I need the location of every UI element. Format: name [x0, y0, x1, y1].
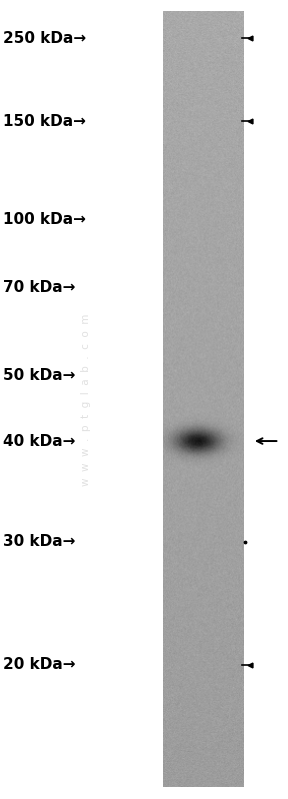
- Text: 50 kDa→: 50 kDa→: [3, 368, 75, 383]
- Text: 150 kDa→: 150 kDa→: [3, 114, 86, 129]
- Text: 40 kDa→: 40 kDa→: [3, 434, 75, 448]
- Text: 100 kDa→: 100 kDa→: [3, 213, 86, 227]
- Text: w  w  w  .  p  t  g  l  a  b  .  c  o  m: w w w . p t g l a b . c o m: [82, 313, 91, 486]
- Text: 250 kDa→: 250 kDa→: [3, 31, 86, 46]
- Text: 70 kDa→: 70 kDa→: [3, 280, 75, 295]
- Text: 30 kDa→: 30 kDa→: [3, 535, 75, 549]
- Text: 20 kDa→: 20 kDa→: [3, 658, 75, 672]
